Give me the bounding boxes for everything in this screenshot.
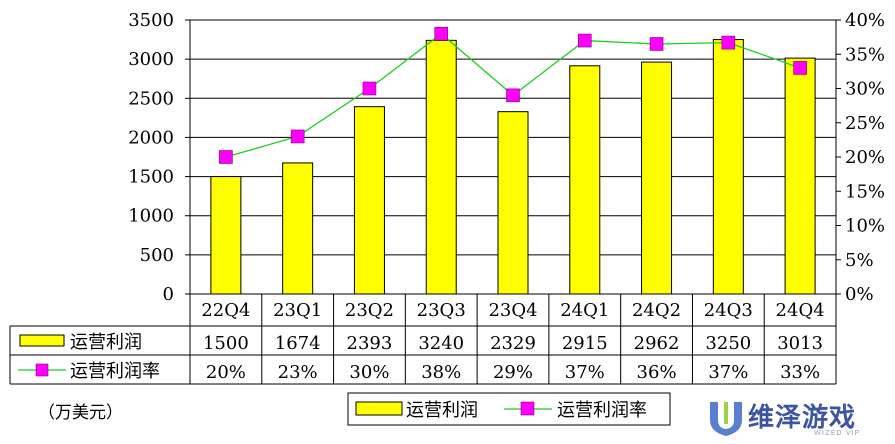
row-key-marker: [35, 363, 49, 377]
left-tick-label: 2000: [128, 127, 174, 148]
legend-line-label: 运营利润率: [557, 400, 647, 421]
watermark-logo: 维泽游戏 WIZED VIP: [702, 396, 892, 440]
x-tick-label: 24Q4: [776, 300, 825, 321]
bar-data-label: 2915: [562, 333, 608, 354]
bar-data-label: 1500: [203, 333, 249, 354]
left-tick-label: 1000: [128, 206, 174, 227]
line-data-label: 37%: [565, 362, 605, 383]
line-marker: [434, 26, 449, 41]
line-data-label: 36%: [637, 362, 677, 383]
unit-label: （万美元）: [38, 403, 123, 423]
bar-data-label: 2393: [347, 333, 393, 354]
bar: [425, 39, 457, 295]
line-series: [219, 26, 807, 164]
right-tick-label: 15%: [845, 181, 885, 202]
left-tick-label: 0: [163, 284, 174, 305]
line-marker: [219, 150, 233, 164]
line-data-label: 33%: [780, 362, 820, 383]
line-marker: [577, 33, 592, 48]
left-tick-label: 2500: [128, 88, 174, 109]
bar: [784, 57, 816, 295]
row-header-line: 运营利润率: [70, 361, 160, 382]
bar: [210, 176, 242, 295]
watermark-subtext: WIZED VIP: [814, 429, 860, 437]
bar: [641, 61, 673, 295]
data-table: 22Q4 23Q1 23Q2 23Q3 23Q4 24Q1 24Q2 24Q3 24Q4 1500…: [9, 293, 837, 385]
x-tick-label: 23Q4: [488, 300, 537, 321]
right-tick-label: 10%: [845, 216, 885, 237]
watermark-text: 维泽游戏: [748, 403, 857, 433]
left-tick-label: 1500: [128, 167, 174, 188]
bar: [353, 106, 385, 295]
bar: [282, 162, 314, 295]
bar: [497, 111, 529, 295]
bar: [569, 65, 601, 295]
line-data-label: 37%: [708, 362, 748, 383]
x-tick-label: 24Q1: [560, 300, 609, 321]
line-marker: [649, 37, 664, 51]
legend: 运营利润 运营利润率: [347, 392, 671, 426]
bar: [712, 39, 744, 295]
legend-bar-label: 运营利润: [406, 400, 478, 421]
bar-data-label: 2962: [634, 333, 680, 354]
right-tick-label: 35%: [845, 44, 885, 65]
left-tick-label: 3000: [128, 49, 174, 70]
bar-data-label: 3250: [705, 333, 751, 354]
axes: 0 500 1000 1500 2000 2500 3000 3500 0% 5% 10% 15% 20…: [128, 10, 885, 305]
x-tick-label: 23Q1: [273, 300, 322, 321]
line-data-label: 23%: [278, 362, 318, 383]
bar-series: [210, 39, 816, 295]
legend-bar-key: [355, 401, 403, 416]
left-tick-label: 3500: [128, 10, 174, 31]
right-tick-label: 40%: [845, 10, 885, 31]
x-tick-label: 24Q3: [704, 300, 753, 321]
line-marker: [506, 88, 520, 103]
right-tick-label: 5%: [845, 250, 874, 271]
bar-data-label: 2329: [490, 333, 536, 354]
line-data-label: 20%: [206, 362, 246, 383]
line-marker: [721, 35, 736, 50]
row-key-bar: [19, 334, 65, 347]
line-marker: [290, 129, 305, 144]
x-tick-label: 23Q2: [345, 300, 394, 321]
bar-data-label: 3240: [418, 333, 464, 354]
logo-icon: [710, 402, 742, 436]
x-tick-label: 24Q2: [632, 300, 681, 321]
bar-data-label: 3013: [777, 333, 823, 354]
right-tick-label: 30%: [845, 79, 885, 100]
left-tick-label: 500: [140, 245, 174, 266]
x-tick-label: 22Q4: [201, 300, 250, 321]
right-tick-label: 25%: [845, 113, 885, 134]
bar-data-label: 1674: [275, 333, 321, 354]
row-header-bar: 运营利润: [70, 332, 142, 353]
line-data-label: 29%: [493, 362, 533, 383]
line-data-label: 30%: [349, 362, 389, 383]
line-marker: [362, 81, 377, 96]
line-marker: [793, 61, 807, 75]
line-data-label: 38%: [421, 362, 461, 383]
right-tick-label: 0%: [845, 284, 874, 305]
legend-marker-key: [520, 401, 535, 416]
x-tick-label: 23Q3: [417, 300, 466, 321]
right-tick-label: 20%: [845, 147, 885, 168]
